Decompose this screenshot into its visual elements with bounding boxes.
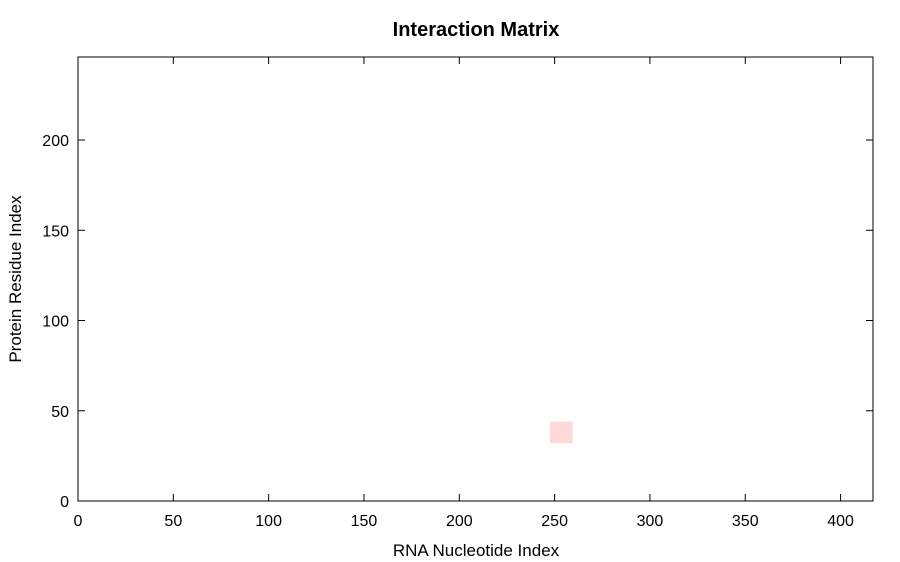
x-tick-label: 250 (541, 513, 568, 530)
x-tick-label: 400 (827, 513, 854, 530)
y-tick-label: 50 (51, 404, 69, 421)
axis-ticks: 0 50 100 150 200 250 300 350 400 0 50 100 150 200 (42, 57, 873, 530)
plot-frame (77, 56, 874, 502)
y-axis-label: Protein Residue Index (6, 195, 25, 363)
x-tick-label: 50 (164, 513, 182, 530)
x-tick-label: 150 (351, 513, 378, 530)
heatmap-cells (549, 421, 573, 444)
y-tick-label: 0 (60, 494, 69, 511)
x-axis-label: RNA Nucleotide Index (393, 541, 560, 560)
x-tick-label: 0 (74, 513, 83, 530)
x-tick-label: 350 (732, 513, 759, 530)
y-tick-label: 200 (42, 133, 69, 150)
x-tick-label: 100 (255, 513, 282, 530)
x-tick-label: 300 (637, 513, 664, 530)
x-tick-label: 200 (446, 513, 473, 530)
y-tick-label: 100 (42, 314, 69, 331)
chart-title: Interaction Matrix (393, 19, 560, 41)
y-tick-label: 150 (42, 223, 69, 240)
heatmap-cell (549, 421, 573, 444)
